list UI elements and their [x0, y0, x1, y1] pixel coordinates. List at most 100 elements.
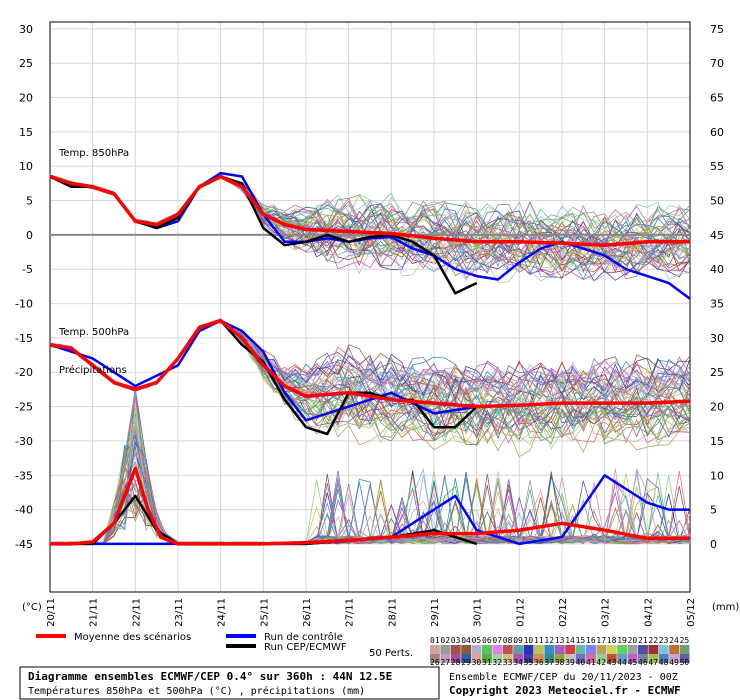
pert-key-swatch	[648, 654, 659, 663]
right-tick-label: 10	[710, 469, 724, 482]
right-tick-label: 15	[710, 435, 724, 448]
pert-key-label: 48	[659, 658, 669, 667]
pert-key-label: 22	[648, 636, 658, 645]
pert-key-swatch	[502, 654, 513, 663]
pert-key-label: 07	[492, 636, 502, 645]
pert-key-swatch	[482, 645, 492, 654]
series-precip-moyenne-des-scenarios	[50, 466, 690, 546]
left-tick-label: -10	[15, 298, 33, 311]
pert-key-label: 21	[638, 636, 648, 645]
x-tick-label: 27/11	[345, 598, 356, 627]
pert-key-swatch	[575, 645, 586, 654]
pert-key-swatch	[627, 645, 638, 654]
right-tick-label: 70	[710, 57, 724, 70]
pert-key-swatch	[658, 645, 669, 654]
pert-key-swatch	[523, 654, 534, 663]
perturbation-key: 01 02 03 04 05 06 07 08 09 10 11 12 13 14 15 16 17 18 19 20…	[430, 636, 690, 667]
perturbation-line-precip	[49, 450, 691, 545]
pert-key-label: 19	[617, 636, 627, 645]
pert-key-swatch	[669, 654, 680, 663]
panel-label-500: Temp. 500hPa	[58, 327, 129, 338]
pert-key-label: 14	[565, 636, 575, 645]
pert-key-swatch	[430, 654, 440, 663]
right-tick-label: 75	[710, 23, 724, 36]
pert-key-swatch	[575, 654, 586, 663]
x-tick-label: 28/11	[387, 598, 398, 627]
right-axis-unit: (mm)	[712, 602, 739, 613]
legend: Moyenne des scénarios Run de contrôle Ru…	[36, 631, 690, 667]
legend-mean-label: Moyenne des scénarios	[74, 631, 191, 643]
left-tick-label: -5	[22, 263, 33, 276]
pert-key-swatch	[638, 654, 648, 663]
pert-key-label: 26	[430, 658, 440, 667]
pert-key-swatch	[461, 654, 472, 663]
left-axis-unit: (°C)	[22, 602, 42, 613]
left-tick-label: -35	[15, 469, 33, 482]
pert-key-label: 34	[513, 658, 523, 667]
pert-key-label: 30	[472, 658, 482, 667]
x-tick-label: 23/11	[174, 598, 185, 627]
pert-key-swatch	[461, 645, 472, 654]
pert-key-swatch	[450, 654, 461, 663]
pert-key-label: 17	[596, 636, 606, 645]
pert-key-label: 16	[586, 636, 596, 645]
pert-key-label: 38	[555, 658, 565, 667]
pert-key-label: 49	[669, 658, 679, 667]
pert-key-label: 47	[648, 658, 658, 667]
pert-key-swatch	[638, 645, 648, 654]
pert-key-label: 44	[617, 658, 627, 667]
pert-key-label: 45	[628, 658, 638, 667]
left-axis-ticks: 30 25 20 15 10 5 0 -5 -10 -15 -20 -25 -30 -35 -40 -45	[15, 23, 33, 551]
pert-key-label: 06	[482, 636, 492, 645]
pert-key-label: 02	[440, 636, 450, 645]
right-tick-label: 30	[710, 332, 724, 345]
pert-key-swatch	[627, 654, 638, 663]
pert-key-label: 15	[576, 636, 586, 645]
pert-key-label: 28	[451, 658, 461, 667]
pert-key-swatch	[471, 654, 482, 663]
right-tick-label: 40	[710, 263, 724, 276]
pert-key-swatch	[679, 645, 690, 654]
series-t500-run-de-controle	[49, 319, 477, 422]
pert-key-label: 08	[503, 636, 513, 645]
pert-key-label: 03	[451, 636, 461, 645]
pert-key-label: 36	[534, 658, 544, 667]
right-tick-label: 0	[710, 538, 717, 551]
pert-key-swatch	[513, 645, 524, 654]
pert-key-swatch	[554, 645, 565, 654]
pert-key-swatch	[534, 645, 544, 654]
pert-key-label: 24	[669, 636, 679, 645]
right-tick-label: 35	[710, 298, 724, 311]
chart-subtitle: Températures 850hPa et 500hPa (°C) , pré…	[28, 685, 365, 697]
pert-key-label: 23	[659, 636, 669, 645]
x-tick-label: 04/12	[643, 598, 654, 627]
x-tick-label: 01/12	[515, 598, 526, 627]
pert-key-label: 09	[513, 636, 523, 645]
series-t850-moyenne-des-scenarios	[49, 174, 690, 247]
pert-key-label: 18	[607, 636, 617, 645]
pert-key-label: 33	[503, 658, 513, 667]
pert-key-label: 31	[482, 658, 492, 667]
left-tick-label: 25	[19, 57, 33, 70]
pert-key-label: 43	[607, 658, 617, 667]
pert-key-swatch	[679, 654, 690, 663]
left-tick-label: 15	[19, 126, 33, 139]
pert-key-swatch	[492, 645, 503, 654]
left-tick-label: -40	[15, 504, 33, 517]
pert-key-swatch	[544, 645, 555, 654]
left-tick-label: -30	[15, 435, 33, 448]
pert-key-swatch	[565, 654, 576, 663]
x-tick-label: 03/12	[601, 598, 612, 627]
series-lines	[49, 171, 691, 546]
legend-oper-label: Run CEP/ECMWF	[264, 642, 347, 653]
pert-key-label: 46	[638, 658, 648, 667]
panel-label-850: Temp. 850hPa	[58, 148, 129, 159]
pert-key-label: 32	[492, 658, 502, 667]
x-tick-label: 29/11	[430, 598, 441, 627]
pert-key-label: 35	[524, 658, 534, 667]
pert-key-swatch	[534, 654, 544, 663]
right-tick-label: 45	[710, 229, 724, 242]
pert-key-swatch	[606, 654, 617, 663]
